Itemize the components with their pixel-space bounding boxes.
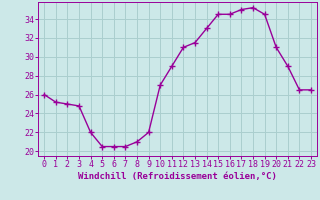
- X-axis label: Windchill (Refroidissement éolien,°C): Windchill (Refroidissement éolien,°C): [78, 172, 277, 181]
